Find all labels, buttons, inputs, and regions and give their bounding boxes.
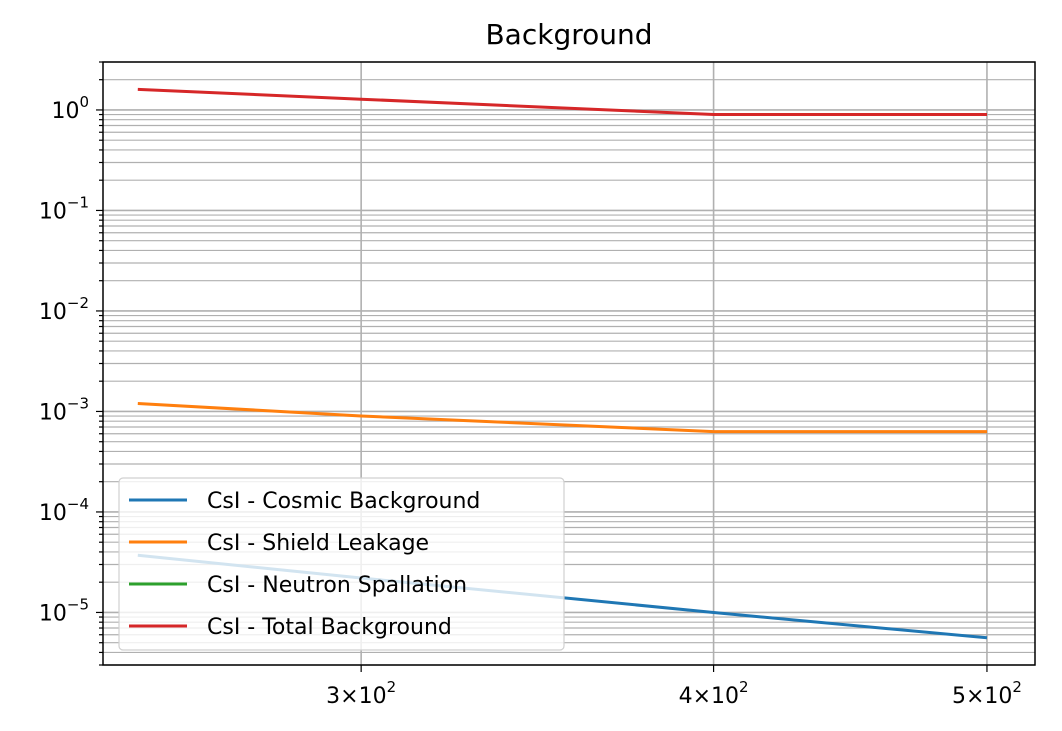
- y-tick-label: 10−1: [39, 193, 89, 224]
- y-tick-label: 10−5: [39, 595, 89, 626]
- y-tick-label: 100: [51, 93, 89, 124]
- legend-label: CsI - Cosmic Background: [207, 489, 480, 514]
- x-axis-ticks: 3×102 4×102 5×102: [326, 665, 1022, 709]
- legend-box: [118, 477, 565, 651]
- x-tick-label: 3×102: [326, 678, 396, 709]
- legend: CsI - Cosmic Background CsI - Shield Leak…: [118, 477, 565, 651]
- chart-title: Background: [485, 18, 652, 51]
- y-tick-label: 10−3: [39, 394, 89, 425]
- y-tick-label: 10−4: [39, 495, 89, 526]
- series-line-csi-shield-leakage: [137, 402, 987, 434]
- x-tick-label: 5×102: [952, 678, 1022, 709]
- legend-label: CsI - Total Background: [207, 615, 452, 640]
- x-tick-label: 4×102: [679, 678, 749, 709]
- y-axis-ticks: 10−5 10−4 10−3 10−2 10−1 100: [39, 61, 103, 666]
- y-tick-label: 10−2: [39, 294, 89, 325]
- legend-label: CsI - Shield Leakage: [207, 531, 429, 556]
- legend-label: CsI - Neutron Spallation: [207, 573, 467, 598]
- series-line-csi-total-background: [137, 87, 987, 116]
